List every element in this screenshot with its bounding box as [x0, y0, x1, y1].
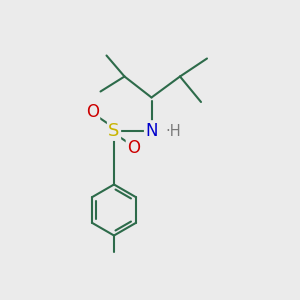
Text: S: S — [108, 122, 120, 140]
Text: O: O — [127, 139, 140, 157]
Text: N: N — [145, 122, 158, 140]
Text: O: O — [86, 103, 99, 121]
Text: ·H: ·H — [165, 124, 181, 140]
